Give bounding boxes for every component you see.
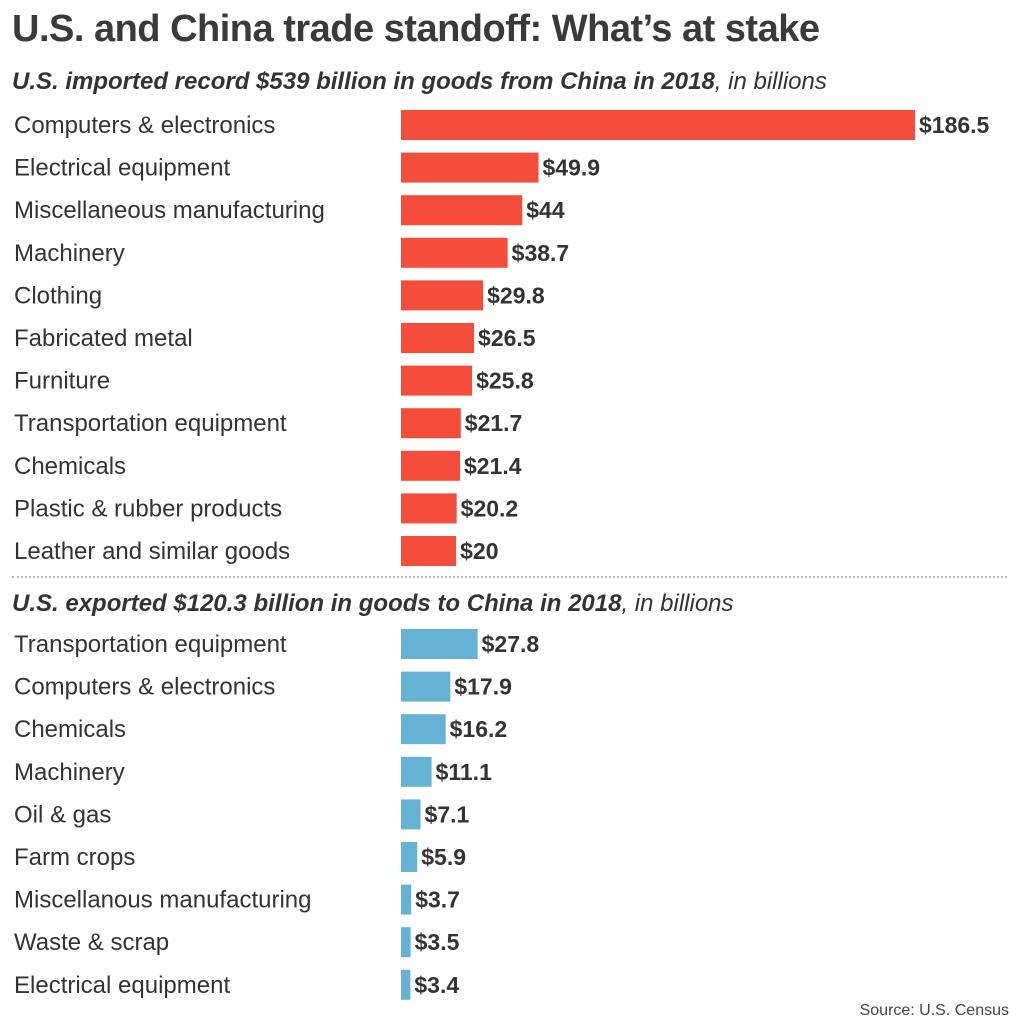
export-value-label: $7.1 bbox=[425, 801, 470, 827]
import-bar bbox=[401, 280, 484, 311]
import-bar bbox=[401, 110, 915, 140]
import-bar bbox=[401, 152, 539, 183]
import-value-label: $44 bbox=[526, 197, 565, 223]
import-bar bbox=[401, 323, 475, 353]
export-category-label: Chemicals bbox=[14, 716, 126, 743]
source-note: Source: U.S. Census bbox=[859, 1002, 1009, 1019]
export-category-label: Electrical equipment bbox=[14, 972, 230, 999]
export-value-label: $3.5 bbox=[415, 929, 460, 955]
export-bar bbox=[401, 842, 418, 872]
export-category-label: Farm crops bbox=[14, 844, 135, 871]
import-value-label: $20.2 bbox=[461, 495, 519, 521]
import-category-label: Leather and similar goods bbox=[14, 538, 290, 565]
export-bar bbox=[401, 671, 451, 702]
export-category-label: Oil & gas bbox=[14, 801, 111, 828]
exports-subtitle-unit: , in billions bbox=[621, 590, 734, 617]
imports-subtitle-main: U.S. imported record $539 billion in goo… bbox=[12, 68, 715, 95]
section-divider bbox=[12, 576, 1007, 578]
export-bar bbox=[401, 969, 411, 1000]
export-bar bbox=[401, 884, 412, 915]
export-value-label: $3.4 bbox=[414, 972, 459, 998]
import-category-label: Clothing bbox=[14, 282, 102, 309]
import-bar bbox=[401, 195, 523, 226]
import-category-label: Fabricated metal bbox=[14, 325, 193, 352]
export-category-label: Waste & scrap bbox=[14, 929, 169, 956]
import-category-label: Miscellaneous manufacturing bbox=[14, 197, 325, 224]
import-category-label: Computers & electronics bbox=[14, 112, 275, 139]
export-value-label: $16.2 bbox=[450, 716, 508, 742]
import-value-label: $21.4 bbox=[464, 453, 522, 479]
exports-subtitle-main: U.S. exported $120.3 billion in goods to… bbox=[12, 590, 622, 617]
import-value-label: $26.5 bbox=[478, 325, 536, 351]
import-value-label: $29.8 bbox=[487, 282, 545, 308]
export-bar bbox=[401, 799, 421, 830]
export-value-label: $17.9 bbox=[454, 674, 512, 700]
import-value-label: $186.5 bbox=[919, 112, 990, 138]
import-category-label: Plastic & rubber products bbox=[14, 495, 282, 522]
import-category-label: Furniture bbox=[14, 368, 110, 395]
export-value-label: $27.8 bbox=[482, 631, 540, 657]
import-category-label: Electrical equipment bbox=[14, 155, 230, 182]
import-bar bbox=[401, 408, 461, 439]
export-category-label: Machinery bbox=[14, 759, 125, 786]
imports-subtitle: U.S. imported record $539 billion in goo… bbox=[12, 68, 827, 96]
export-value-label: $3.7 bbox=[415, 887, 460, 913]
export-bar bbox=[401, 629, 478, 659]
import-category-label: Transportation equipment bbox=[14, 410, 287, 437]
imports-subtitle-unit: , in billions bbox=[714, 68, 827, 95]
import-bar bbox=[401, 493, 457, 524]
import-bar bbox=[401, 237, 508, 268]
import-value-label: $20 bbox=[460, 538, 498, 564]
import-value-label: $21.7 bbox=[465, 410, 523, 436]
export-category-label: Computers & electronics bbox=[14, 674, 275, 701]
chart-title: U.S. and China trade standoff: What’s at… bbox=[12, 8, 820, 50]
import-value-label: $49.9 bbox=[543, 155, 601, 181]
export-value-label: $5.9 bbox=[421, 844, 466, 870]
import-category-label: Chemicals bbox=[14, 453, 126, 480]
export-bar bbox=[401, 714, 446, 745]
export-category-label: Miscellanous manufacturing bbox=[14, 887, 311, 914]
export-bar bbox=[401, 927, 411, 958]
exports-subtitle: U.S. exported $120.3 billion in goods to… bbox=[12, 590, 734, 618]
import-category-label: Machinery bbox=[14, 240, 125, 267]
import-bar bbox=[401, 536, 457, 566]
export-category-label: Transportation equipment bbox=[14, 631, 287, 658]
import-value-label: $38.7 bbox=[512, 240, 570, 266]
import-bar bbox=[401, 365, 473, 396]
export-bar bbox=[401, 756, 432, 787]
export-value-label: $11.1 bbox=[436, 759, 492, 785]
import-value-label: $25.8 bbox=[476, 368, 534, 394]
import-bar bbox=[401, 450, 460, 481]
